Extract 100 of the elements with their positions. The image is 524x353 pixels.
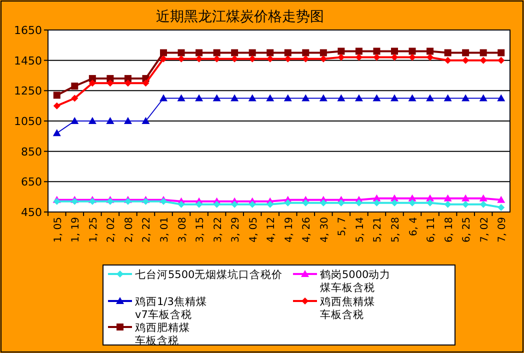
x-tick-label: 6, 11 [426,217,438,242]
point [266,200,274,208]
point [462,194,470,202]
point [212,94,221,102]
point [337,94,346,102]
point [231,200,238,208]
point [373,48,380,55]
point [320,49,327,56]
point [248,200,256,208]
point [498,49,505,56]
point [338,54,345,61]
point [302,55,310,62]
point [391,199,398,206]
x-tick-label: 1, 25 [88,217,100,242]
x-tick-label: 3, 15 [195,217,206,242]
y-tick-label: 850 [21,145,42,158]
point [230,94,239,102]
point [354,94,363,102]
x-tick-label: 6, 25 [462,217,473,242]
x-tick-label: 4, 19 [284,217,295,242]
point [266,94,274,102]
legend-label: 鹤岗5000动力煤车板含税 [320,268,391,294]
point [355,54,362,61]
point [142,80,150,87]
point [284,55,292,62]
point [53,92,60,99]
point [426,199,434,206]
x-tick-label: 2, 22 [142,217,153,242]
point [480,56,487,64]
point [338,199,345,206]
point [266,49,274,56]
x-tick-label: 1, 19 [70,217,82,242]
point [88,117,96,124]
x-tick-label: 4, 26 [302,217,313,242]
point [248,49,256,56]
point [106,80,114,87]
point [160,49,167,56]
point [71,82,78,90]
point [480,49,487,56]
point [70,117,79,124]
point [462,200,470,208]
point [444,49,452,56]
point [213,55,220,62]
point [408,54,416,61]
x-tick-label: 5, 14 [354,217,366,242]
point [124,117,132,124]
x-tick-label: 3, 22 [212,217,224,242]
y-tick-label: 1050 [14,115,42,128]
x-tick-label: 5, 7 [337,217,348,236]
point [71,94,78,102]
point [142,117,150,124]
point [444,94,452,102]
point [248,55,256,62]
point [231,49,238,56]
point [284,49,292,56]
point [479,94,488,102]
point [390,94,398,102]
point [355,199,362,206]
point [426,54,434,61]
x-tick-label: 3, 29 [230,217,242,242]
x-tick-label: 2, 08 [124,217,135,242]
point [479,194,488,202]
point [498,204,505,211]
point [213,49,220,56]
point [88,80,96,87]
point [160,94,168,102]
point [284,199,292,206]
point [231,55,238,62]
point [426,48,434,55]
point [426,94,434,102]
y-tick-label: 1650 [14,24,42,37]
point [319,94,328,102]
x-tick-label: 4, 30 [319,217,330,242]
point [266,55,274,62]
point [444,200,452,208]
point [177,94,186,102]
point [462,49,470,56]
point [196,55,203,62]
point [391,48,398,55]
x-tick-label: 7, 09 [497,217,508,242]
point [480,200,487,208]
point [213,200,220,208]
point [372,94,381,102]
point [284,94,292,102]
point [302,94,310,102]
point [408,94,416,102]
point [497,94,506,102]
point [196,49,203,56]
x-tick-label: 5, 21 [372,217,384,242]
point [178,55,185,62]
point [391,54,398,61]
x-tick-label: 6, 18 [444,217,455,242]
point [196,200,203,208]
legend-label: 七台河5500无烟煤坑口含税价 [135,268,283,281]
point [320,55,327,62]
point [178,49,185,56]
y-tick-label: 1450 [14,54,42,68]
x-tick-label: 4, 12 [266,217,278,242]
point [124,80,132,87]
point [338,48,345,55]
